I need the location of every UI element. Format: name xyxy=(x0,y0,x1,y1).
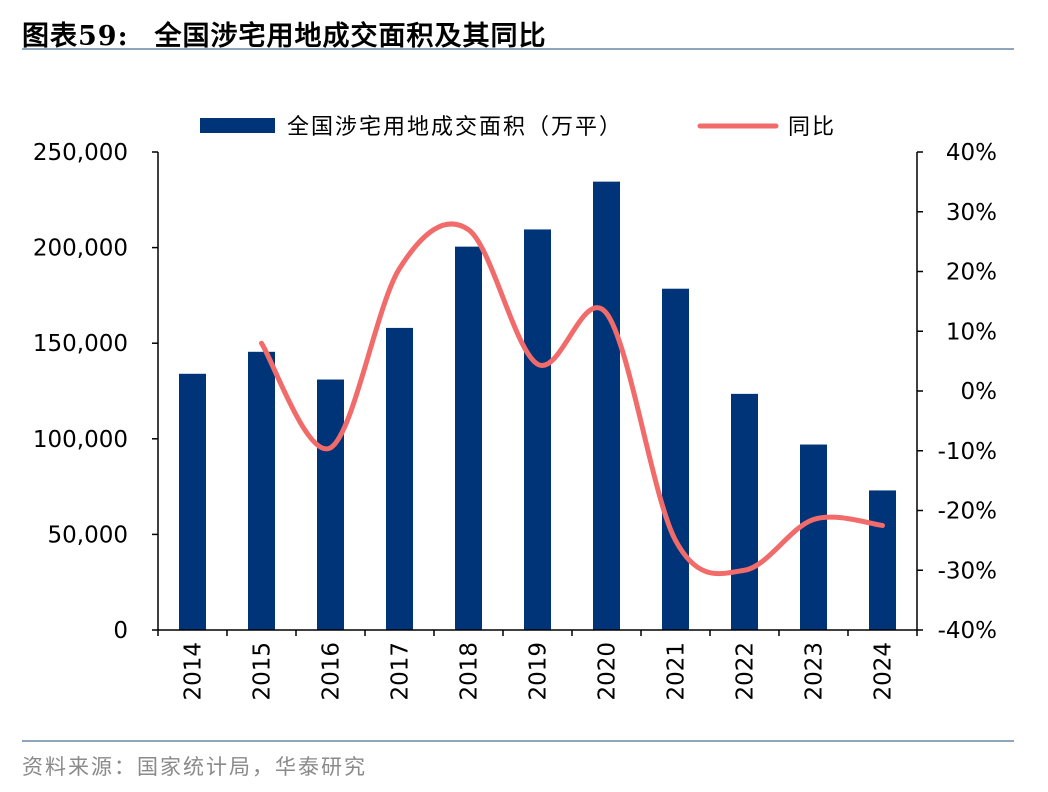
source-note: 资料来源：国家统计局，华泰研究 xyxy=(22,755,367,779)
bar xyxy=(179,373,206,630)
left-tick-label: 100,000 xyxy=(33,427,128,453)
right-axis-ticks: -40% -30% -20% -10% 0% 10% 20% 30% 40% xyxy=(917,140,997,644)
right-tick-label: 10% xyxy=(946,319,997,345)
left-tick-label: 0 xyxy=(113,618,128,644)
legend-bar-label: 全国涉宅用地成交面积（万平） xyxy=(287,115,623,140)
left-tick-label: 150,000 xyxy=(33,331,128,357)
bars xyxy=(179,181,896,631)
bar xyxy=(731,393,758,630)
right-tick-label: -40% xyxy=(938,618,997,644)
legend: 全国涉宅用地成交面积（万平） 同比 xyxy=(200,115,836,140)
right-tick-label: 30% xyxy=(946,200,997,226)
title-divider xyxy=(22,48,1014,50)
left-tick-label: 200,000 xyxy=(33,236,128,262)
bar xyxy=(524,229,551,630)
x-tick-label: 2019 xyxy=(526,642,552,701)
x-tick-label: 2014 xyxy=(181,642,207,701)
right-tick-label: 40% xyxy=(946,140,997,166)
legend-bar-swatch xyxy=(200,118,275,133)
x-axis-ticks: 2014 2015 2016 2017 2018 2019 2020 2021 2022 2023… xyxy=(157,630,918,701)
x-tick-label: 2017 xyxy=(388,642,414,701)
x-tick-label: 2015 xyxy=(250,642,276,701)
bar xyxy=(593,181,620,631)
bar xyxy=(800,444,827,630)
right-tick-label: 20% xyxy=(946,260,997,286)
figure-title: 图表59: 全国涉宅用地成交面积及其同比 xyxy=(22,14,547,53)
right-tick-label: -30% xyxy=(938,558,997,584)
bar xyxy=(662,288,689,630)
bar xyxy=(248,351,275,630)
x-tick-label: 2020 xyxy=(595,642,621,701)
figure-label: 图表59: xyxy=(22,21,129,52)
right-tick-label: 0% xyxy=(961,379,998,405)
bar xyxy=(455,246,482,631)
bar xyxy=(317,379,344,630)
left-tick-label: 50,000 xyxy=(48,522,128,548)
bar xyxy=(869,490,896,630)
yoy-line xyxy=(259,221,885,577)
x-tick-label: 2024 xyxy=(871,642,897,701)
right-tick-label: -20% xyxy=(938,499,997,525)
right-tick-label: -10% xyxy=(938,439,997,465)
x-tick-label: 2016 xyxy=(319,642,345,701)
x-tick-label: 2018 xyxy=(457,642,483,701)
x-tick-label: 2022 xyxy=(733,642,759,701)
source-divider xyxy=(22,740,1014,742)
left-tick-label: 250,000 xyxy=(33,140,128,166)
x-tick-label: 2023 xyxy=(802,642,828,701)
left-axis-ticks: 0 50,000 100,000 150,000 200,000 250,000 xyxy=(33,140,158,644)
x-tick-label: 2021 xyxy=(664,642,690,701)
legend-line-label: 同比 xyxy=(788,115,836,140)
bar xyxy=(386,327,413,630)
chart-title: 全国涉宅用地成交面积及其同比 xyxy=(154,21,547,52)
